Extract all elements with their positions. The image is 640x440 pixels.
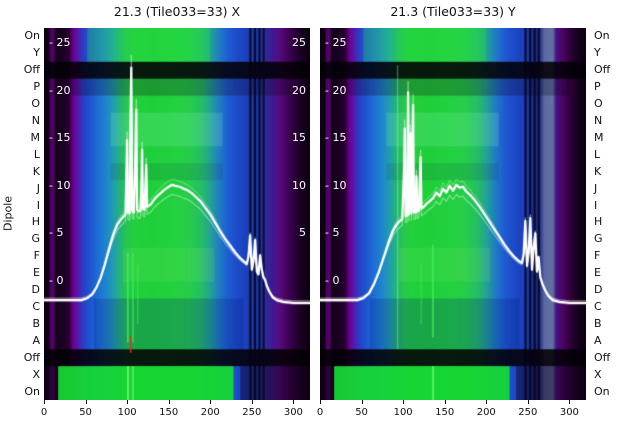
dipole-label-right: P	[594, 80, 601, 94]
inner-tick-label-left: - 10	[325, 178, 347, 192]
x-tick-label: 250	[518, 407, 538, 418]
dipole-label-right: B	[594, 316, 602, 330]
x-tick-label: 100	[393, 407, 413, 418]
inner-tick-label-left: - 25	[49, 36, 71, 49]
x-tick-label: 200	[200, 407, 220, 418]
dipole-label-right: F	[594, 249, 601, 263]
x-tick-label: 200	[476, 407, 496, 418]
dipole-label-right: On	[594, 29, 610, 43]
x-tick-mark	[361, 400, 363, 404]
x-tick-mark	[527, 400, 529, 404]
dipole-label-left: A	[32, 333, 40, 347]
inner-tick-label-right: 15	[292, 131, 306, 145]
panel-title-x: 21.3 (Tile033=33) X	[113, 4, 241, 19]
x-tick-mark	[320, 400, 321, 404]
x-tick-mark	[403, 400, 405, 404]
dipole-label-left: O	[31, 97, 40, 111]
dipole-label-left: B	[32, 316, 40, 330]
x-tick-mark	[127, 400, 129, 404]
x-tick-label: 0	[40, 407, 48, 418]
dipole-label-right: N	[594, 114, 603, 127]
x-tick-mark	[210, 400, 212, 404]
dipole-label-left: Y	[33, 46, 40, 60]
inner-tick-label-right: 25	[292, 36, 306, 49]
dipole-label-left: Off	[23, 63, 40, 77]
panel-title-y: 21.3 (Tile033=33) Y	[390, 4, 516, 19]
dipole-label-left: M	[30, 130, 41, 144]
inner-tick-label-left: - 0	[325, 274, 340, 287]
dipole-label-right: A	[594, 333, 602, 347]
inner-tick-label-right: 20	[292, 83, 306, 97]
dipole-label-right: L	[594, 147, 601, 161]
x-tick-mark	[168, 400, 170, 404]
inner-tick-label-left: - 25	[325, 36, 347, 49]
dipole-label-right: X	[594, 367, 602, 381]
inner-tick-label-right: 10	[292, 178, 306, 192]
dipole-label-right: E	[594, 266, 601, 280]
inner-tick-label-left: - 20	[49, 83, 71, 97]
dipole-label-right: D	[594, 283, 603, 297]
dipole-label-left: J	[36, 181, 40, 195]
dipole-label-right: M	[594, 130, 604, 144]
x-tick-label: 0	[316, 407, 324, 418]
dipole-label-left: X	[32, 367, 40, 381]
inner-tick-label-left: - 5	[49, 226, 64, 240]
x-tick-mark	[85, 400, 87, 404]
dipole-label-right: G	[594, 232, 603, 246]
x-tick-mark	[569, 400, 571, 404]
dipole-label-right: O	[594, 97, 603, 111]
x-tick-mark	[44, 400, 45, 404]
dipole-label-left: P	[33, 80, 40, 94]
heatmap-panel-x	[44, 28, 310, 400]
dipole-label-left: F	[33, 249, 40, 263]
dipole-label-right: Y	[594, 46, 601, 60]
x-tick-mark	[293, 400, 295, 404]
x-tick-label: 150	[435, 407, 455, 418]
dipole-label-right: K	[594, 164, 602, 178]
inner-tick-label-right: 5	[299, 226, 306, 240]
dipole-label-right: Off	[594, 350, 611, 364]
dipole-label-left: On	[24, 29, 40, 43]
inner-tick-label-left: - 10	[49, 178, 71, 192]
dipole-label-left: K	[32, 164, 40, 178]
heatmap-panel-y	[320, 28, 586, 400]
dipole-label-right: H	[594, 215, 603, 229]
inner-tick-label-left: - 5	[325, 226, 340, 240]
dipole-label-left: Off	[23, 350, 40, 364]
dipole-label-left: N	[31, 114, 40, 127]
dipole-label-right: I	[594, 198, 598, 212]
dipole-label-right: On	[594, 384, 610, 398]
inner-tick-label-left: - 0	[49, 274, 64, 287]
dipole-label-left: G	[31, 232, 40, 246]
x-tick-label: 50	[355, 407, 368, 418]
dipole-label-right: J	[594, 181, 598, 195]
dipole-label-left: H	[31, 215, 40, 229]
inner-tick-label-left: - 15	[325, 131, 347, 145]
dipole-label-left: D	[31, 283, 40, 297]
x-tick-label: 50	[79, 407, 92, 418]
dipole-label-left: C	[32, 300, 40, 313]
x-tick-label: 300	[283, 407, 303, 418]
x-tick-label: 150	[159, 407, 179, 418]
dipole-label-right: C	[594, 300, 602, 313]
dipole-label-left: On	[24, 384, 40, 398]
dipole-label-left: L	[33, 147, 40, 161]
inner-tick-label-left: - 20	[325, 83, 347, 97]
x-tick-mark	[486, 400, 488, 404]
dipole-label-left: E	[33, 266, 40, 280]
x-tick-mark	[444, 400, 446, 404]
x-tick-label: 250	[242, 407, 262, 418]
x-tick-label: 300	[559, 407, 579, 418]
dipole-label-right: Off	[594, 63, 611, 77]
inner-tick-label-left: - 15	[49, 131, 71, 145]
dipole-label-left: I	[36, 198, 40, 212]
x-tick-label: 100	[117, 407, 137, 418]
x-tick-mark	[251, 400, 253, 404]
